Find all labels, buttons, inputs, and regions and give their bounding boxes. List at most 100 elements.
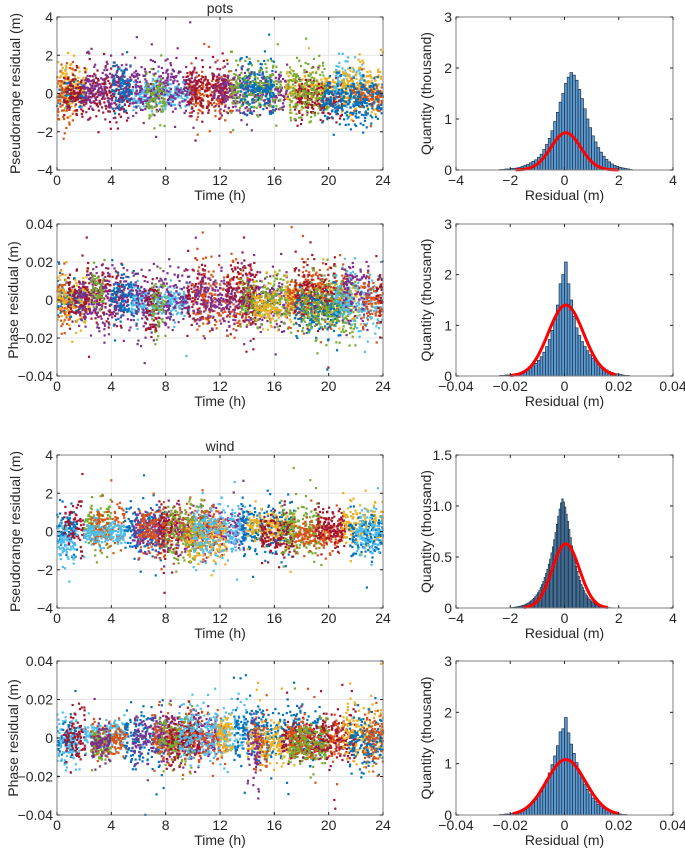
scatter-point: [279, 94, 283, 97]
scatter-point: [120, 92, 123, 95]
scatter-point: [218, 117, 221, 121]
scatter-point: [373, 101, 376, 104]
scatter-point: [258, 73, 261, 77]
scatter-point: [110, 67, 113, 70]
scatter-point: [99, 94, 102, 97]
scatter-point: [96, 311, 99, 314]
scatter-point: [197, 112, 200, 115]
scatter-point: [122, 295, 125, 298]
scatter-point: [331, 88, 334, 91]
scatter-point: [343, 84, 346, 87]
scatter-point: [71, 72, 74, 75]
scatter-point: [164, 87, 168, 90]
scatter-point: [341, 96, 344, 100]
scatter-point: [363, 94, 367, 97]
scatter-point: [328, 74, 332, 78]
scatter-point: [364, 96, 367, 99]
scatter-point: [264, 77, 268, 80]
scatter-point: [339, 90, 342, 93]
scatter-point: [219, 84, 223, 87]
scatter-point: [184, 109, 188, 112]
scatter-point: [125, 79, 128, 82]
scatter-point: [72, 69, 75, 72]
scatter-point: [321, 92, 324, 95]
scatter-point: [352, 75, 355, 78]
scatter-point: [69, 86, 73, 89]
scatter-point: [203, 79, 206, 82]
scatter-point: [81, 99, 84, 102]
scatter-point: [96, 105, 100, 108]
scatter-point: [206, 89, 209, 92]
scatter-point: [226, 98, 229, 101]
scatter-point: [113, 323, 116, 326]
scatter-point: [68, 84, 71, 87]
scatter-point: [108, 311, 111, 314]
scatter-point: [190, 115, 193, 118]
scatter-point: [256, 94, 259, 97]
scatter-point: [358, 85, 361, 88]
scatter-point: [191, 88, 194, 92]
scatter-point: [230, 109, 233, 112]
scatter-point: [271, 85, 274, 88]
scatter-point: [91, 82, 95, 85]
scatter-point: [316, 94, 319, 97]
scatter-point: [119, 281, 122, 284]
scatter-point: [231, 109, 234, 113]
scatter-point: [119, 324, 122, 327]
scatter-point: [360, 103, 363, 106]
scatter-point: [300, 84, 303, 87]
scatter-point: [175, 93, 179, 96]
scatter-point: [289, 108, 292, 111]
scatter-point: [224, 105, 227, 108]
scatter-point: [302, 86, 305, 89]
scatter-point: [136, 74, 139, 77]
scatter-point: [166, 76, 169, 80]
scatter-point: [81, 101, 84, 104]
scatter-point: [220, 75, 223, 78]
scatter-point: [315, 90, 318, 93]
scatter-point: [261, 73, 264, 76]
scatter-point: [347, 95, 350, 98]
scatter-point: [234, 84, 237, 87]
scatter-point: [212, 76, 215, 79]
scatter-point: [238, 59, 242, 62]
scatter-point: [305, 83, 309, 86]
scatter-point: [69, 300, 72, 303]
scatter-point: [102, 313, 106, 316]
scatter-point: [106, 68, 109, 71]
scatter-point: [346, 117, 349, 120]
scatter-point: [94, 97, 97, 100]
scatter-point: [122, 82, 125, 86]
scatter-point: [65, 102, 69, 106]
scatter-point: [196, 89, 199, 92]
scatter-point: [369, 75, 372, 78]
scatter-point: [264, 82, 267, 85]
scatter-point: [71, 78, 75, 81]
scatter-point: [342, 78, 346, 81]
scatter-point: [323, 67, 326, 71]
scatter-point: [344, 60, 347, 63]
scatter-point: [335, 64, 338, 68]
scatter-point: [365, 96, 368, 99]
scatter-point: [339, 114, 342, 118]
scatter-point: [270, 105, 273, 108]
scatter-point: [251, 99, 254, 102]
scatter-point: [127, 282, 130, 285]
scatter-point: [377, 98, 380, 101]
scatter-point: [182, 98, 185, 101]
scatter-point: [109, 290, 112, 293]
scatter-point: [270, 110, 273, 113]
scatter-point: [346, 85, 350, 88]
scatter-point: [88, 282, 91, 285]
scatter-point: [91, 292, 94, 296]
scatter-point: [348, 100, 351, 104]
scatter-point: [111, 264, 114, 267]
scatter-point: [60, 63, 63, 66]
scatter-point: [71, 340, 74, 343]
scatter-point: [342, 79, 346, 83]
scatter-point: [108, 91, 111, 94]
scatter-point: [280, 89, 283, 92]
scatter-point: [237, 86, 240, 89]
scatter-point: [289, 72, 292, 75]
scatter-point: [231, 93, 234, 96]
